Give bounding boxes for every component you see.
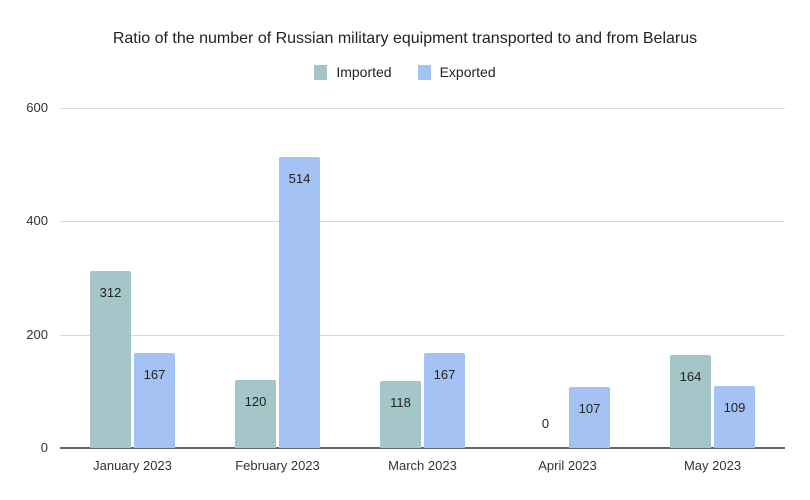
chart-title: Ratio of the number of Russian military …: [112, 30, 698, 47]
legend-label-exported: Exported: [439, 64, 496, 80]
y-tick-label: 600: [26, 100, 48, 115]
data-label: 312: [99, 285, 122, 301]
legend-swatch-exported: [417, 64, 431, 80]
bar-imported[interactable]: [380, 381, 421, 448]
x-tick-label: March 2023: [388, 458, 457, 473]
bar-imported[interactable]: [235, 380, 276, 448]
bar-exported[interactable]: [714, 386, 755, 448]
data-label: 118: [390, 395, 411, 411]
data-label: 109: [723, 400, 746, 416]
x-tick-label: January 2023: [93, 458, 172, 473]
x-tick-label: May 2023: [683, 458, 742, 473]
gridline: [60, 334, 785, 336]
y-tick-label: 0: [40, 440, 48, 455]
legend-swatch-imported: [314, 64, 328, 80]
data-label: 107: [578, 401, 601, 417]
data-label: 0: [541, 416, 550, 431]
data-label: 514: [288, 170, 311, 186]
bar-exported[interactable]: [279, 156, 320, 448]
legend-label-imported: Imported: [336, 64, 392, 80]
legend-item-imported[interactable]: Imported: [314, 64, 392, 80]
gridline: [60, 108, 785, 109]
data-label: 167: [143, 367, 166, 383]
legend: Imported Exported: [0, 64, 810, 80]
bar-exported[interactable]: [134, 353, 175, 448]
data-label: 167: [433, 367, 456, 383]
bar-exported[interactable]: [424, 353, 465, 448]
bar-imported[interactable]: [90, 271, 131, 448]
x-tick-label: April 2023: [538, 458, 597, 473]
gridline: [60, 221, 785, 223]
y-tick-label: 200: [26, 326, 48, 342]
legend-item-exported[interactable]: Exported: [417, 64, 496, 80]
y-tick-label: 400: [26, 213, 48, 229]
data-label: 120: [244, 394, 267, 409]
x-axis-baseline: [60, 447, 785, 449]
data-label: 164: [679, 369, 702, 385]
bar-imported[interactable]: [670, 355, 711, 448]
x-tick-label: February 2023: [235, 458, 320, 473]
bar-exported[interactable]: [569, 387, 610, 448]
